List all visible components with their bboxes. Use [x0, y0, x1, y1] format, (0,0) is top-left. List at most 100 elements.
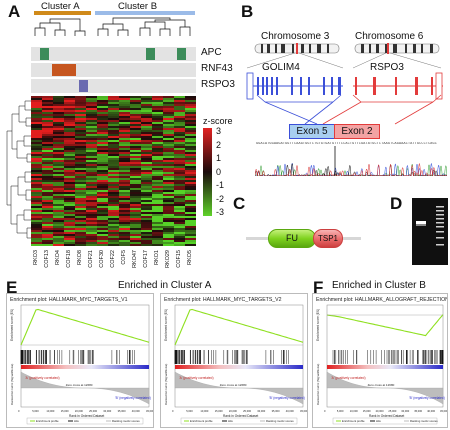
- heatmap-cell: [141, 140, 153, 143]
- heatmap-cell: [64, 168, 76, 171]
- sample-label: RKO5: [186, 250, 193, 265]
- heatmap-cell: [53, 104, 65, 107]
- sample-label: RKO1: [153, 250, 160, 265]
- panel-label-a: A: [8, 2, 21, 21]
- heatmap-cell: [152, 118, 164, 121]
- heatmap-cell: [108, 172, 120, 175]
- heatmap-cell: [141, 162, 153, 165]
- heatmap-cell: [163, 182, 175, 185]
- heatmap-cell: [174, 234, 186, 237]
- heatmap-cell: [75, 182, 87, 185]
- heatmap-cell: [174, 136, 186, 139]
- heatmap-cell: [75, 172, 87, 175]
- heatmap-cell: [97, 110, 109, 113]
- heatmap-cell: [141, 144, 153, 147]
- heatmap-cell: [130, 188, 142, 191]
- heatmap-cell: [108, 184, 120, 187]
- heatmap-cell: [174, 162, 186, 165]
- heatmap-cell: [174, 214, 186, 217]
- heatmap-cell: [75, 230, 87, 233]
- heatmap-cell: [152, 224, 164, 227]
- heatmap-cell: [53, 218, 65, 221]
- heatmap-cell: [130, 184, 142, 187]
- heatmap-cell: [174, 122, 186, 125]
- heatmap-cell: [185, 194, 196, 197]
- heatmap-cell: [42, 102, 54, 105]
- heatmap-cell: [42, 218, 54, 221]
- heatmap-cell: [185, 112, 196, 115]
- heatmap-cell: [108, 164, 120, 167]
- heatmap-cell: [163, 100, 175, 103]
- heatmap-cell: [119, 124, 131, 127]
- heatmap-cell: [119, 118, 131, 121]
- zscore-legend-title: z-score: [203, 116, 233, 126]
- heatmap-cell: [31, 98, 43, 101]
- heatmap-cell: [152, 106, 164, 109]
- heatmap-cell: [174, 220, 186, 223]
- heatmap-cell: [163, 228, 175, 231]
- heatmap-cell: [53, 110, 65, 113]
- heatmap-cell: [53, 108, 65, 111]
- heatmap-cell: [97, 176, 109, 179]
- heatmap-cell: [130, 240, 142, 243]
- heatmap-cell: [163, 170, 175, 173]
- heatmap-cell: [152, 230, 164, 233]
- heatmap-cell: [86, 222, 98, 225]
- heatmap-cell: [174, 144, 186, 147]
- heatmap-cell: [185, 234, 196, 237]
- heatmap-cell: [152, 232, 164, 235]
- heatmap-cell: [31, 228, 43, 231]
- heatmap-cell: [141, 184, 153, 187]
- heatmap-cell: [130, 150, 142, 153]
- heatmap-cell: [174, 194, 186, 197]
- heatmap-cell: [42, 114, 54, 117]
- heatmap-cell: [108, 166, 120, 169]
- heatmap-cell: [163, 128, 175, 131]
- heatmap-cell: [119, 196, 131, 199]
- heatmap-cell: [86, 236, 98, 239]
- heatmap-cell: [119, 200, 131, 203]
- heatmap-cell: [119, 158, 131, 161]
- heatmap-cell: [53, 204, 65, 207]
- heatmap-cell: [42, 230, 54, 233]
- apc-track: [31, 47, 196, 61]
- heatmap-cell: [108, 102, 120, 105]
- heatmap-cell: [64, 136, 76, 139]
- heatmap-cell: [53, 168, 65, 171]
- heatmap-cell: [75, 116, 87, 119]
- heatmap-cell: [108, 206, 120, 209]
- fu-domain: FU: [268, 229, 316, 248]
- gsea-xtick: 15,000: [215, 409, 223, 413]
- heatmap-cell: [31, 124, 43, 127]
- gsea-legend-item: Ranking metric scores: [410, 419, 438, 423]
- heatmap-cell: [152, 96, 164, 99]
- heatmap-cell: [31, 128, 43, 131]
- enriched-cluster-b-heading: Enriched in Cluster B: [332, 280, 426, 291]
- heatmap-cell: [163, 150, 175, 153]
- heatmap-cell: [174, 232, 186, 235]
- heatmap-cell: [119, 184, 131, 187]
- heatmap-cell: [42, 210, 54, 213]
- heatmap-cell: [130, 130, 142, 133]
- gsea-xtick: 5,000: [337, 409, 344, 413]
- heatmap-cell: [119, 104, 131, 107]
- heatmap-cell: [108, 120, 120, 123]
- heatmap-cell: [130, 140, 142, 143]
- heatmap-cell: [163, 224, 175, 227]
- heatmap-cell: [53, 210, 65, 213]
- heatmap-cell: [86, 220, 98, 223]
- heatmap-cell: [152, 202, 164, 205]
- heatmap-cell: [119, 178, 131, 181]
- gsea-ylabel-rank: Ranked list metric (Signal2Noise): [316, 364, 320, 405]
- heatmap-cell: [152, 116, 164, 119]
- heatmap-cell: [163, 136, 175, 139]
- gsea-neg-label: 'B' (negatively correlated): [409, 396, 445, 400]
- heatmap-cell: [53, 116, 65, 119]
- gsea-ylabel-rank: Ranked list metric (Signal2Noise): [164, 364, 168, 405]
- heatmap-cell: [53, 152, 65, 155]
- heatmap-cell: [185, 138, 196, 141]
- heatmap-cell: [53, 236, 65, 239]
- heatmap-cell: [130, 198, 142, 201]
- heatmap-cell: [141, 194, 153, 197]
- heatmap-cell: [108, 238, 120, 241]
